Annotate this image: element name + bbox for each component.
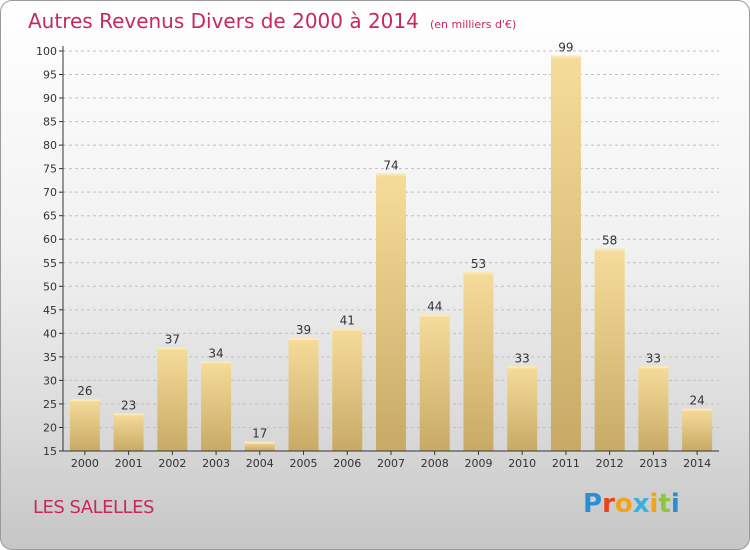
y-tick-label: 25 [43, 398, 57, 411]
bar-value-label: 33 [515, 351, 530, 365]
y-axis: 15 20 25 30 35 40 45 50 55 60 65 70 75 80 85 90 95 100 [36, 45, 64, 458]
y-tick-label: 100 [36, 45, 57, 58]
bar [288, 338, 319, 451]
bar [376, 173, 406, 451]
y-tick-label: 40 [43, 327, 57, 340]
bar-value-label: 17 [252, 427, 267, 441]
x-tick-label: 2006 [333, 457, 361, 470]
x-tick-label: 2004 [246, 457, 274, 470]
bar-value-label: 74 [383, 158, 398, 172]
bar [201, 361, 232, 451]
bar-highlight [463, 272, 494, 275]
bar [682, 408, 713, 451]
bar-highlight [157, 347, 188, 350]
y-tick-label: 80 [43, 139, 57, 152]
x-tick-label: 2010 [508, 457, 536, 470]
x-tick-label: 2013 [639, 457, 667, 470]
chart-title: Autres Revenus Divers de 2000 à 2014 (en… [28, 9, 516, 33]
bar-value-label: 33 [646, 351, 661, 365]
bar-value-label: 23 [121, 398, 136, 412]
bar-highlight [332, 328, 363, 331]
logo-letter: r [602, 489, 615, 519]
logo-letter: i [649, 489, 659, 519]
x-tick-label: 2012 [596, 457, 624, 470]
proxiti-logo: Proxiti [583, 489, 680, 519]
bar-value-label: 26 [77, 384, 92, 398]
chart-unit-text: (en milliers d'€) [429, 18, 517, 31]
y-tick-label: 95 [43, 69, 57, 82]
x-tick-label: 2002 [158, 457, 186, 470]
bar [638, 366, 669, 451]
logo-letter: P [583, 489, 603, 519]
y-tick-label: 15 [43, 445, 57, 458]
bar-value-label: 44 [427, 300, 442, 314]
bar-highlight [550, 55, 581, 58]
bar-highlight [638, 366, 669, 369]
bar [507, 366, 538, 451]
bar-highlight [113, 413, 144, 416]
x-tick-label: 2011 [552, 457, 580, 470]
bar-value-label: 99 [558, 41, 573, 55]
logo-letter: i [670, 489, 680, 519]
bar [113, 413, 144, 451]
bar-value-label: 53 [471, 257, 486, 271]
x-tick-label: 2007 [377, 457, 405, 470]
bar [244, 441, 275, 451]
y-tick-label: 30 [43, 374, 57, 387]
bar-value-label: 24 [689, 394, 704, 408]
y-tick-label: 90 [43, 92, 57, 105]
x-tick-label: 2000 [71, 457, 99, 470]
bar [550, 55, 581, 452]
y-tick-label: 85 [43, 116, 57, 129]
y-tick-label: 65 [43, 210, 57, 223]
y-tick-label: 50 [43, 280, 57, 293]
bar-value-label: 39 [296, 323, 311, 337]
bar-highlight [507, 366, 538, 369]
y-tick-label: 55 [43, 257, 57, 270]
bar-highlight [682, 408, 713, 411]
y-tick-label: 75 [43, 163, 57, 176]
logo-letter: o [614, 489, 633, 519]
y-tick-label: 35 [43, 351, 57, 364]
y-tick-label: 45 [43, 304, 57, 317]
commune-name: LES SALELLES [33, 497, 154, 518]
x-tick-label: 2014 [683, 457, 711, 470]
bar [157, 347, 188, 451]
bar-highlight [69, 399, 100, 402]
bar-value-label: 58 [602, 234, 617, 248]
bar-highlight [419, 314, 450, 317]
bar-highlight [244, 441, 275, 444]
logo-letter: t [658, 489, 671, 519]
bar [419, 314, 450, 451]
x-tick-label: 2001 [115, 457, 143, 470]
bar [332, 328, 363, 451]
bar-value-label: 41 [340, 314, 355, 328]
bar-highlight [288, 338, 319, 341]
x-tick-label: 2009 [464, 457, 492, 470]
bar-value-label: 37 [165, 332, 180, 346]
y-tick-label: 70 [43, 186, 57, 199]
bar [69, 399, 100, 451]
y-tick-label: 60 [43, 233, 57, 246]
bar [594, 248, 625, 451]
bar-highlight [376, 173, 406, 176]
y-tick-label: 20 [43, 421, 57, 434]
bar-highlight [594, 248, 625, 251]
bar [463, 272, 494, 451]
logo-letter: x [632, 489, 650, 519]
bar-highlight [201, 361, 232, 364]
x-tick-label: 2005 [290, 457, 318, 470]
chart-title-text: Autres Revenus Divers de 2000 à 2014 [28, 9, 419, 33]
x-tick-label: 2003 [202, 457, 230, 470]
bar-value-label: 34 [208, 347, 223, 361]
bars: 26 23 37 34 17 39 41 74 44 53 33 99 58 33 24 [69, 41, 713, 452]
x-axis: 2000 2001 2002 2003 2004 2005 2006 2007 2008 2009… [63, 450, 719, 470]
x-tick-label: 2008 [421, 457, 449, 470]
